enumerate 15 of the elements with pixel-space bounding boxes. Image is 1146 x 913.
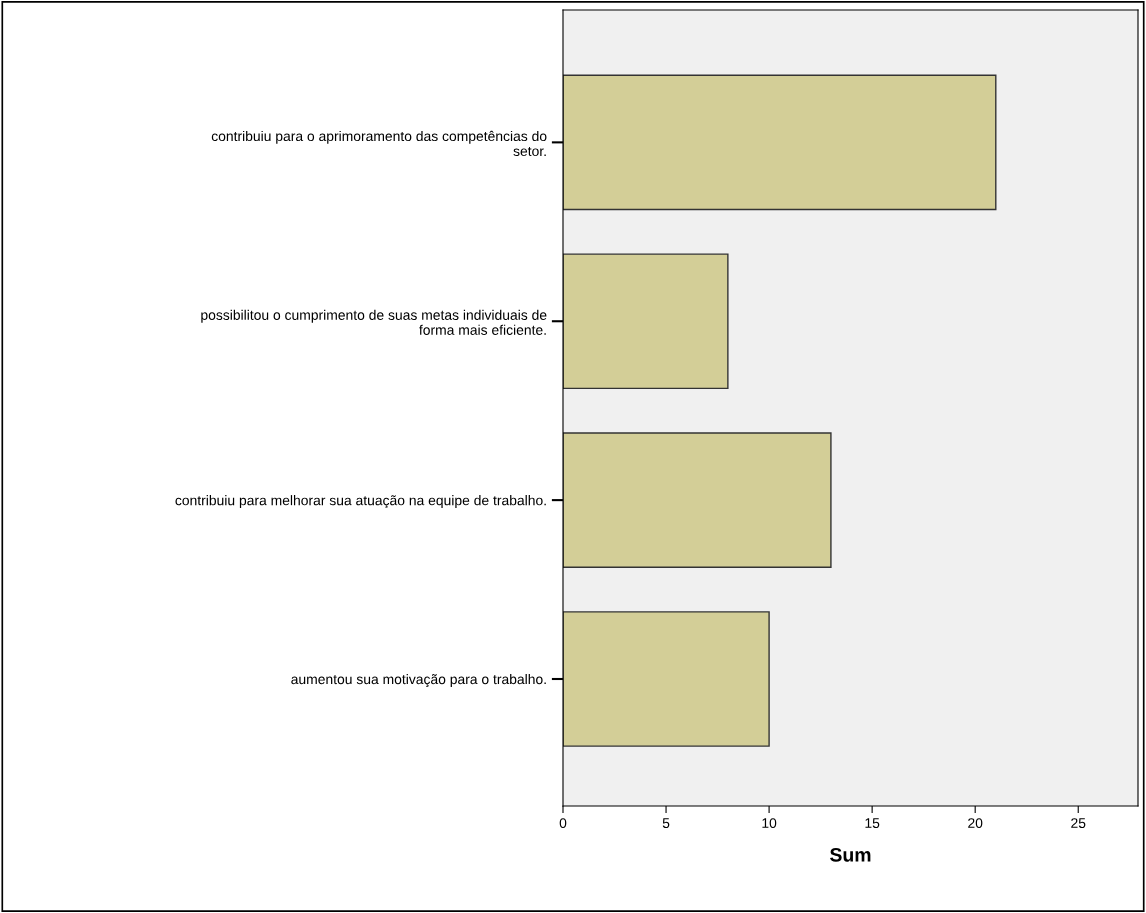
x-tick-label: 20 (968, 818, 983, 829)
bar (563, 253, 729, 390)
y-tick-label: contribuiu para o aprimoramento das competências do setor. (211, 130, 547, 157)
bar (563, 74, 997, 211)
x-tick-label: 25 (1071, 818, 1086, 829)
bar (563, 432, 832, 568)
x-tick-label: 0 (559, 818, 567, 829)
x-tick-label: 15 (865, 818, 880, 829)
y-tick-label: aumentou sua motivação para o trabalho. (291, 673, 546, 687)
x-tick-label: 5 (662, 818, 670, 829)
x-axis-title: Sum (829, 847, 871, 862)
x-tick-label: 10 (762, 818, 777, 829)
y-tick-label: contribuiu para melhorar sua atuação na equipe de trabalho. (175, 495, 546, 509)
y-tick-label: possibilitou o cumprimento de suas metas individuais de forma mais eficiente. (201, 309, 547, 335)
bar (563, 611, 770, 747)
